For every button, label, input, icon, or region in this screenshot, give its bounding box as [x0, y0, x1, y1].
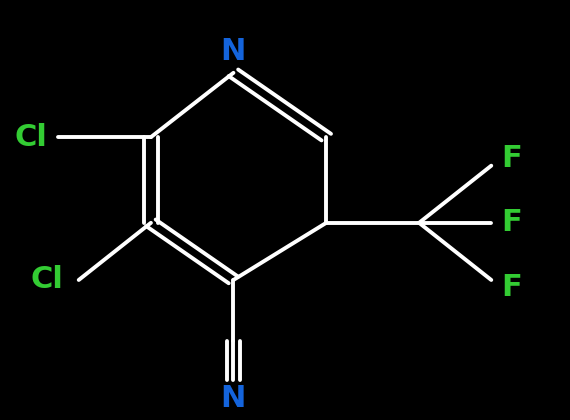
- Text: Cl: Cl: [15, 123, 48, 152]
- Text: F: F: [502, 144, 522, 173]
- Text: F: F: [502, 273, 522, 302]
- Text: Cl: Cl: [30, 265, 63, 294]
- Text: F: F: [502, 208, 522, 237]
- Text: N: N: [221, 383, 246, 412]
- Text: N: N: [221, 37, 246, 66]
